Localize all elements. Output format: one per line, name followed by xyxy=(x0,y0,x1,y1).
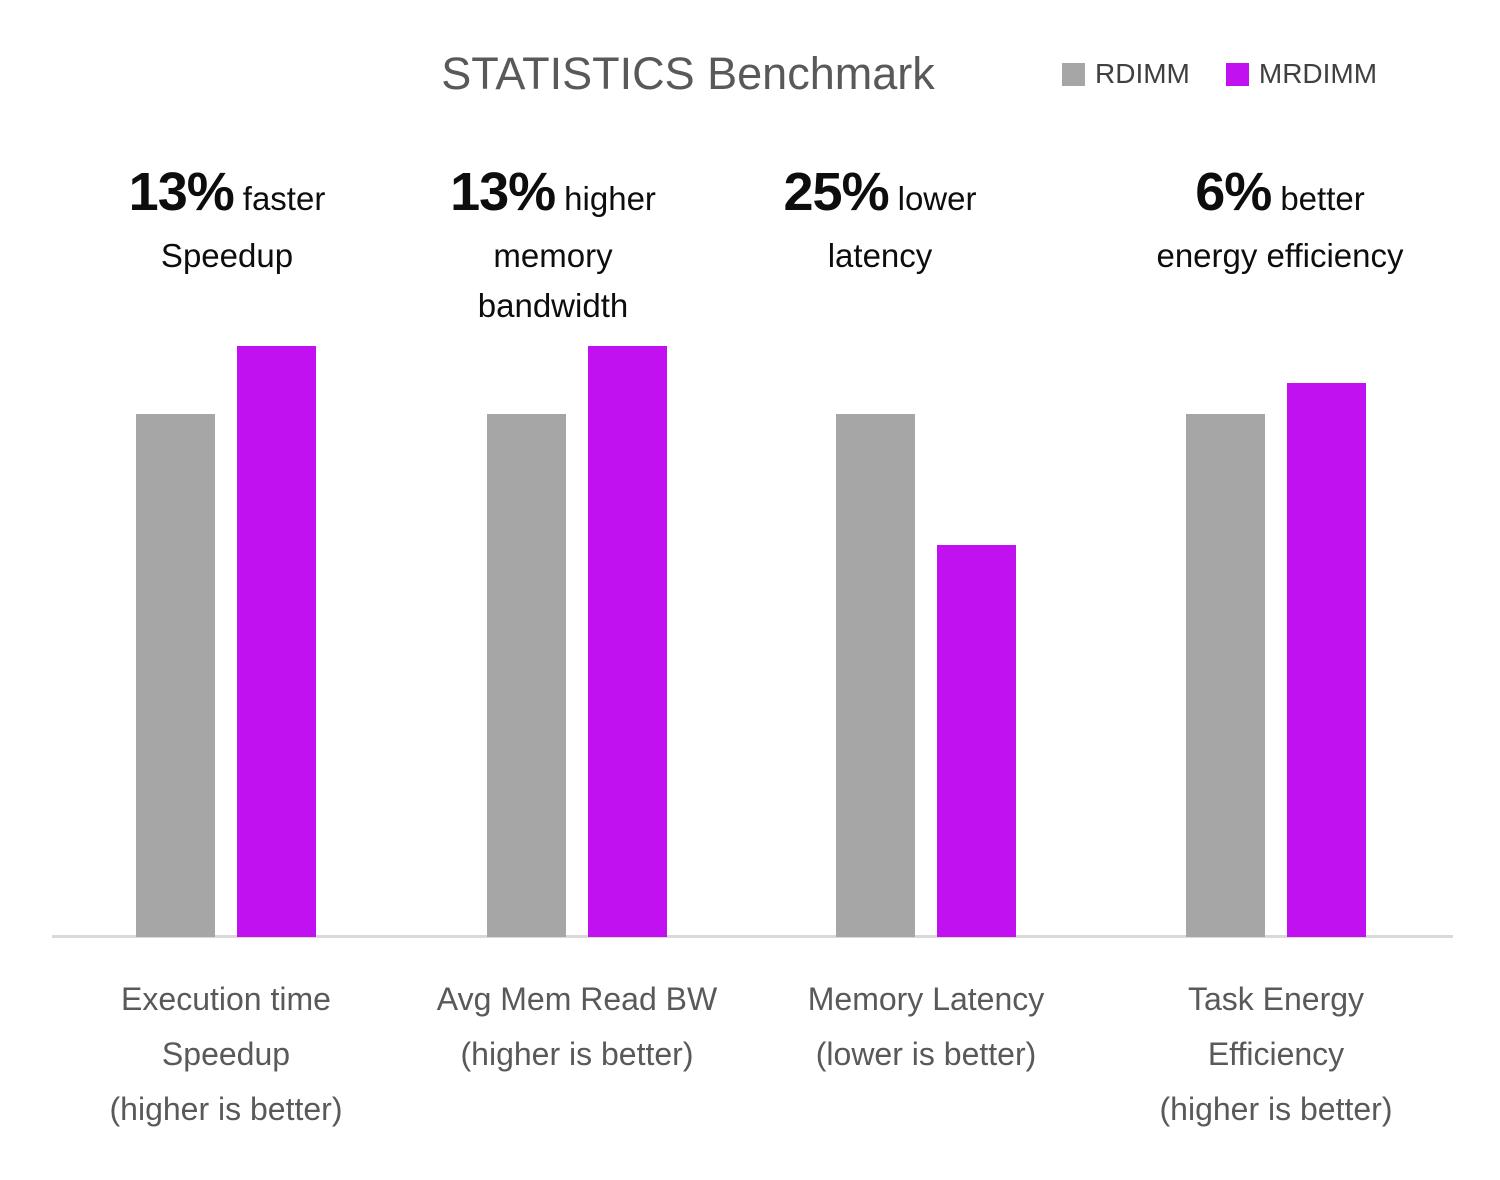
category-label-line: Execution time xyxy=(121,981,331,1017)
bar-rdimm-2 xyxy=(836,414,915,937)
annotation-detail: energy efficiency xyxy=(1156,237,1404,274)
chart-title: STATISTICS Benchmark xyxy=(441,48,935,99)
bar-rdimm-3 xyxy=(1186,414,1265,937)
category-label-line: (higher is better) xyxy=(109,1091,343,1127)
legend-item-rdimm: RDIMM xyxy=(1062,58,1190,90)
annotation-qualifier: faster xyxy=(242,180,326,217)
category-label-1: Avg Mem Read BW (higher is better) xyxy=(437,972,717,1082)
x-axis-line xyxy=(52,935,1453,938)
annotation-headline-line: 6% better xyxy=(1156,160,1403,231)
mrdimm-swatch-icon xyxy=(1225,62,1249,86)
category-label-line: (higher is better) xyxy=(1159,1091,1393,1127)
legend-item-mrdimm: MRDIMM xyxy=(1225,58,1378,90)
annotation-qualifier: better xyxy=(1280,180,1365,217)
rdimm-swatch-icon xyxy=(1062,62,1085,86)
annotation-percent: 6% xyxy=(1195,162,1272,222)
annotation-percent: 13% xyxy=(450,162,556,222)
category-label-line: Speedup xyxy=(161,1036,291,1072)
annotation-qualifier: lower xyxy=(897,180,977,217)
annotation-detail: memory xyxy=(493,237,613,274)
category-label-0: Execution time Speedup (higher is better) xyxy=(110,972,343,1137)
category-label-2: Memory Latency (lower is better) xyxy=(808,972,1045,1082)
category-label-line: (lower is better) xyxy=(815,1036,1037,1072)
bar-rdimm-1 xyxy=(487,414,566,937)
legend-label: RDIMM xyxy=(1095,58,1190,89)
annotation-percent: 25% xyxy=(783,162,890,222)
annotation-headline-line: 13% faster xyxy=(129,160,326,231)
annotation-headline-line: 13% higher xyxy=(450,160,656,231)
annotation-0: 13% faster Speedup xyxy=(129,160,326,281)
annotation-2: 25% lower latency xyxy=(784,160,977,281)
annotation-detail: bandwidth xyxy=(477,287,629,324)
legend: RDIMM MRDIMM xyxy=(1062,58,1377,90)
category-label-3: Task Energy Efficiency (higher is better) xyxy=(1160,972,1393,1137)
annotation-percent: 13% xyxy=(128,162,235,222)
annotation-headline-line: 25% lower xyxy=(784,160,977,231)
annotation-qualifier: higher xyxy=(564,180,656,217)
annotation-detail: latency xyxy=(827,237,933,274)
category-label-line: (higher is better) xyxy=(460,1036,694,1072)
legend-label: MRDIMM xyxy=(1258,58,1378,89)
category-label-line: Memory Latency xyxy=(807,981,1045,1017)
bar-mrdimm-3 xyxy=(1287,383,1366,937)
bar-mrdimm-2 xyxy=(937,545,1016,937)
bar-mrdimm-0 xyxy=(237,346,316,937)
annotation-detail: Speedup xyxy=(160,237,294,274)
annotation-1: 13% higher memory bandwidth xyxy=(450,160,656,331)
annotation-3: 6% better energy efficiency xyxy=(1156,160,1403,281)
category-label-line: Efficiency xyxy=(1207,1036,1345,1072)
category-label-line: Task Energy xyxy=(1187,981,1365,1017)
bar-rdimm-0 xyxy=(136,414,215,937)
category-label-line: Avg Mem Read BW xyxy=(436,981,718,1017)
bar-mrdimm-1 xyxy=(588,346,667,937)
